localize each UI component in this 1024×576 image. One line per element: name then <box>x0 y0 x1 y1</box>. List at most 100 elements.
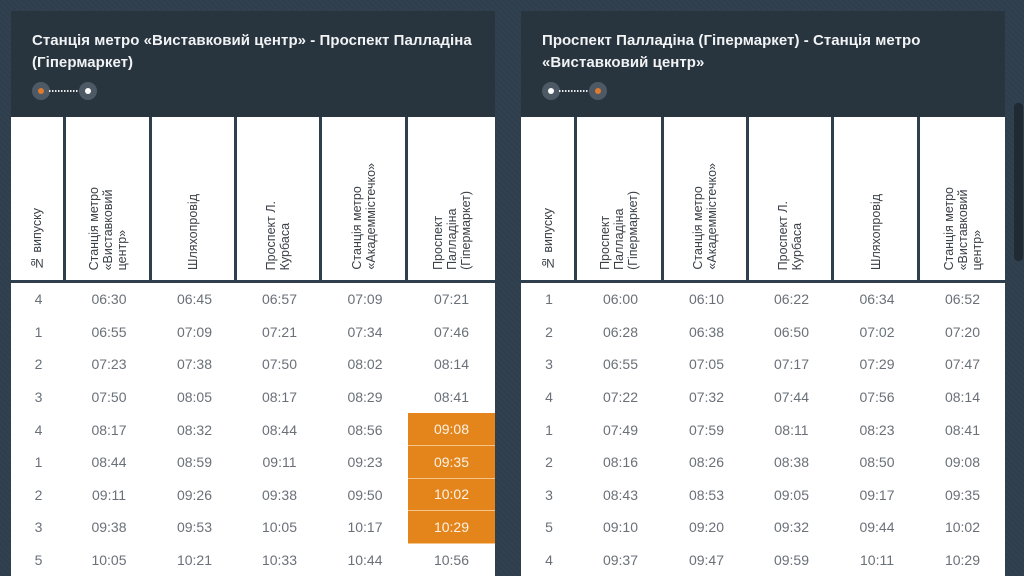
column-header-label: Проспект Л. Курбаса <box>264 200 292 270</box>
departure-time-cell: 09:11 <box>92 486 126 503</box>
release-number-cell: 2 <box>34 356 43 373</box>
column-header-label: Станція метро «Академмістечко» <box>349 163 378 270</box>
departure-time-cell: 07:21 <box>433 291 470 308</box>
highlighted-departure-time-cell: 10:02 <box>408 478 495 512</box>
departure-time-cell: 06:22 <box>773 291 810 308</box>
departure-time-cell: 08:44 <box>261 421 298 438</box>
departure-time-cell: 06:55 <box>602 356 639 373</box>
departure-time-cell: 09:59 <box>773 552 810 569</box>
departure-time-cell: 10:11 <box>860 552 894 569</box>
departure-time-cell: 07:29 <box>859 356 895 373</box>
departure-time-cell: 09:32 <box>773 519 810 536</box>
departure-time-cell: 06:50 <box>773 323 810 340</box>
panel-header: Проспект Палладіна (Гіпермаркет) - Станц… <box>521 11 1005 117</box>
departure-time-cell: 06:10 <box>688 291 725 308</box>
departure-time-cell: 07:20 <box>944 323 981 340</box>
departure-time-cell: 10:17 <box>347 519 383 536</box>
departure-time-cell: 10:29 <box>944 552 981 569</box>
table-row: 3 08:43 08:53 09:05 09:17 09:35 <box>521 479 1005 512</box>
departure-time-cell: 06:38 <box>688 323 725 340</box>
release-number-cell: 2 <box>545 323 553 340</box>
departure-time-cell: 07:50 <box>261 356 298 373</box>
table-row: 1 07:49 07:59 08:11 08:23 08:41 <box>521 413 1005 446</box>
column-header-label: Проспект Палладіна (Гіпермаркет) <box>598 191 640 270</box>
column-header-label: Станція метро «Виставковий центр» <box>86 186 129 270</box>
departure-time-cell: 06:34 <box>859 291 895 308</box>
table-row: 2 08:16 08:26 08:38 08:50 09:08 <box>521 446 1005 479</box>
table-row: 2 06:28 06:38 06:50 07:02 07:20 <box>521 316 1005 349</box>
column-header-stop: Проспект Л. Курбаса <box>749 117 834 283</box>
release-number-cell: 3 <box>545 356 553 373</box>
release-number-cell: 3 <box>34 389 43 406</box>
table-row: 4 08:17 08:32 08:44 08:56 09:08 <box>11 413 495 446</box>
column-header-stop: Станція метро «Академмістечко» <box>664 117 749 283</box>
table-row: 1 06:55 07:09 07:21 07:34 07:46 <box>11 316 495 349</box>
release-number-cell: 2 <box>545 454 553 471</box>
departure-time-cell: 08:59 <box>176 454 213 471</box>
departure-time-cell: 07:02 <box>859 323 895 340</box>
departure-time-cell: 08:50 <box>859 454 895 471</box>
column-header-stop: Проспект Л. Курбаса <box>237 117 322 283</box>
route-end-dot-icon <box>79 82 97 100</box>
departure-time-cell: 08:41 <box>944 421 981 438</box>
departure-time-cell: 08:32 <box>176 421 213 438</box>
departure-time-cell: 07:56 <box>859 389 895 406</box>
column-header-label: Проспект Палладіна (Гіпермаркет) <box>430 191 473 270</box>
departure-time-cell: 08:14 <box>944 389 981 406</box>
release-number-cell: 1 <box>545 421 553 438</box>
departure-time-cell: 07:17 <box>773 356 810 373</box>
departure-time-cell: 10:05 <box>261 519 298 536</box>
release-number-cell: 1 <box>34 323 43 340</box>
departure-time-cell: 07:47 <box>944 356 981 373</box>
departure-time-cell: 06:52 <box>944 291 981 308</box>
route-start-dot-icon <box>32 82 50 100</box>
timetable-body: 4 06:30 06:45 06:57 07:09 07:21 1 06:55 07:09 07:… <box>11 283 495 576</box>
departure-time-cell: 09:17 <box>859 486 895 503</box>
table-row: 3 06:55 07:05 07:17 07:29 07:47 <box>521 348 1005 381</box>
departure-time-cell: 06:45 <box>176 291 213 308</box>
departure-time-cell: 06:00 <box>602 291 639 308</box>
release-number-cell: 4 <box>545 552 553 569</box>
table-row: 3 07:50 08:05 08:17 08:29 08:41 <box>11 381 495 414</box>
departure-time-cell: 08:17 <box>91 421 127 438</box>
departure-time-cell: 09:37 <box>602 552 639 569</box>
column-header-label: Шляхопровід <box>186 194 200 270</box>
departure-time-cell: 09:44 <box>859 519 895 536</box>
column-header-stop: Шляхопровід <box>152 117 237 283</box>
column-header-label: Проспект Л. Курбаса <box>776 200 804 270</box>
departure-time-cell: 10:44 <box>347 552 383 569</box>
release-number-cell: 3 <box>545 486 553 503</box>
departure-time-cell: 10:56 <box>433 552 470 569</box>
release-number-cell: 2 <box>34 486 43 503</box>
departure-time-cell: 07:23 <box>91 356 127 373</box>
column-header-label: № випуску <box>540 207 555 270</box>
column-header-label: Шляхопровід <box>868 194 883 270</box>
departure-time-cell: 08:53 <box>688 486 725 503</box>
table-row: 2 07:23 07:38 07:50 08:02 08:14 <box>11 348 495 381</box>
table-row: 4 07:22 07:32 07:44 07:56 08:14 <box>521 381 1005 414</box>
route-title: Станція метро «Виставковий центр» - Прос… <box>32 32 472 71</box>
departure-time-cell: 08:26 <box>688 454 725 471</box>
panel-header: Станція метро «Виставковий центр» - Прос… <box>11 11 495 117</box>
departure-time-cell: 07:34 <box>347 323 383 340</box>
column-header-release-number: № випуску <box>521 117 577 283</box>
departure-time-cell: 07:49 <box>602 421 639 438</box>
departure-time-cell: 06:28 <box>602 323 639 340</box>
departure-time-cell: 09:47 <box>688 552 725 569</box>
page-scrollbar[interactable] <box>1014 103 1023 261</box>
timetable: № випуску Проспект Палладіна (Гіпермаркет… <box>521 117 1005 576</box>
release-number-cell: 4 <box>34 421 43 438</box>
departure-time-cell: 10:33 <box>261 552 298 569</box>
column-header-stop: Шляхопровід <box>834 117 920 283</box>
release-number-cell: 4 <box>545 389 553 406</box>
departure-time-cell: 07:44 <box>773 389 810 406</box>
highlighted-departure-time-cell: 09:35 <box>408 445 495 479</box>
table-row: 2 09:11 09:26 09:38 09:50 10:02 <box>11 478 495 512</box>
departure-time-cell: 08:16 <box>602 454 639 471</box>
table-row: 4 09:37 09:47 09:59 10:11 10:29 <box>521 544 1005 576</box>
route-dotted-line-icon <box>49 90 80 92</box>
departure-time-cell: 07:50 <box>91 389 127 406</box>
table-row: 4 06:30 06:45 06:57 07:09 07:21 <box>11 283 495 316</box>
route-start-dot-icon <box>542 82 560 100</box>
